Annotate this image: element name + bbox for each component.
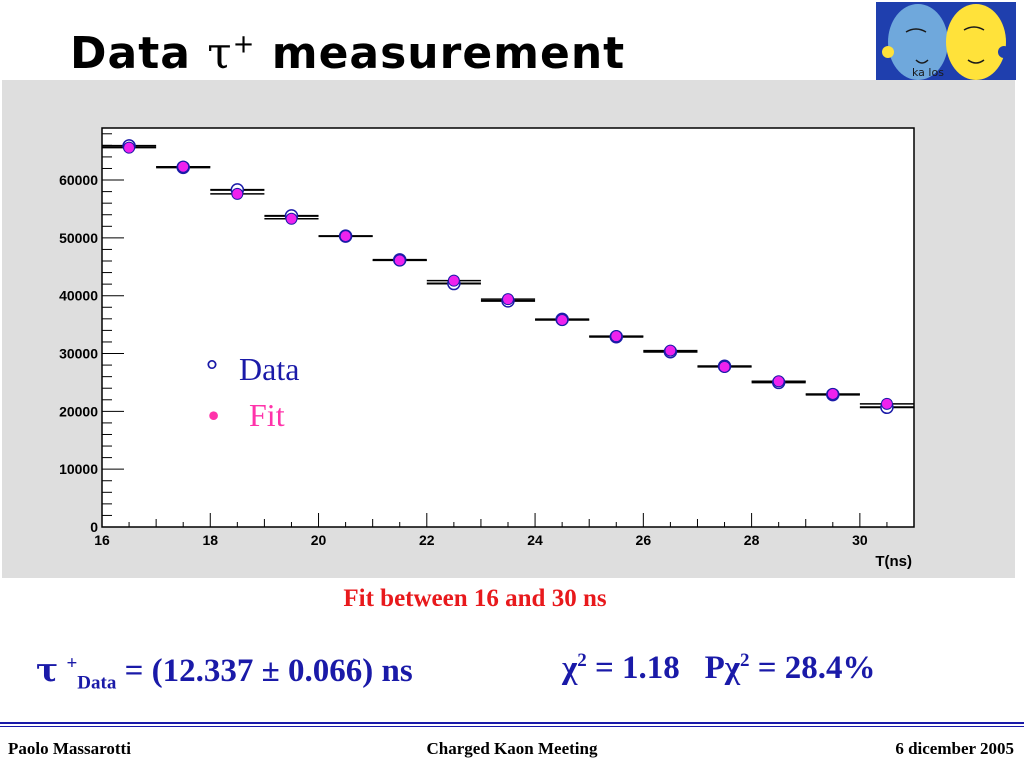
fit-point [339, 230, 352, 243]
logo-dot-left [882, 46, 894, 58]
pchi2-sup: 2 [739, 650, 750, 671]
x-tick-label: 20 [311, 532, 327, 548]
y-tick-label: 40000 [59, 288, 98, 304]
logo-dot-right [998, 46, 1010, 58]
x-tick-label: 16 [94, 532, 110, 548]
legend-label: Fit [249, 397, 285, 433]
logo-face-left [888, 4, 948, 80]
y-tick-label: 60000 [59, 172, 98, 188]
tau-sub: Data [77, 672, 117, 694]
pchi2-prefix: Pχ [704, 650, 740, 686]
y-tick-label: 50000 [59, 230, 98, 246]
x-tick-label: 24 [527, 532, 543, 548]
chi2-sup: 2 [577, 650, 587, 671]
fit-point [664, 344, 677, 357]
footer-meeting: Charged Kaon Meeting [426, 739, 598, 758]
fit-point [718, 360, 731, 373]
logo-lines [905, 26, 985, 64]
logo-face-right [946, 4, 1006, 80]
chi2-symbol: χ [562, 650, 578, 686]
pchi2-value: = 28.4% [749, 650, 876, 686]
kloe-logo: ka los [876, 2, 1016, 80]
chi2-result: χ2 = 1.18 Pχ2 = 28.4% [562, 650, 876, 687]
tau-result: τ +Data = (12.337 ± 0.066) ns [36, 650, 413, 695]
y-tick-label: 0 [90, 519, 98, 535]
x-tick-label: 30 [852, 532, 868, 548]
fit-point [826, 388, 839, 400]
y-tick-label: 30000 [59, 346, 98, 362]
tau-value: = (12.337 ± 0.066) ns [116, 653, 413, 689]
y-tick-label: 10000 [59, 461, 98, 477]
fit-point [285, 212, 298, 225]
footer-author: Paolo Massarotti [8, 739, 131, 758]
footer-divider-thin [0, 726, 1024, 727]
fit-point [393, 254, 406, 267]
fit-range-note: Fit between 16 and 30 ns [343, 585, 607, 612]
title-tau-symbol: τ [207, 28, 233, 79]
footer-divider [0, 722, 1024, 724]
x-axis-label: T(ns) [875, 553, 912, 570]
decay-time-chart: 16 18 20 22 24 26 28 30 T(ns) 0 10000 20000 30000 400… [59, 127, 915, 570]
x-tick-label: 26 [636, 532, 652, 548]
fit-point [502, 293, 514, 306]
plot-frame: 16 18 20 22 24 26 28 30 T(ns) 0 10000 20000 30000 400… [2, 80, 1015, 578]
x-tick-label: 28 [744, 532, 760, 548]
legend-symbol: • [208, 397, 219, 433]
fit-point [610, 330, 623, 343]
logo-text: ka los [912, 66, 944, 79]
fit-point [447, 274, 460, 287]
x-tick-label: 22 [419, 532, 435, 548]
y-tick-label: 20000 [59, 403, 98, 419]
title-sup: + [232, 29, 256, 60]
footer-date: 6 dicember 2005 [895, 739, 1014, 758]
legend-symbol: ° [206, 354, 218, 387]
legend-label: Data [239, 351, 299, 387]
fit-point [556, 313, 569, 326]
tau-sup: + [66, 653, 78, 674]
title-suffix: measurement [255, 28, 626, 79]
page-title: Data τ+ measurement [70, 28, 625, 79]
fit-point [231, 187, 244, 200]
plot-area [101, 127, 915, 528]
x-tick-label: 18 [202, 532, 218, 548]
fit-point [123, 141, 136, 154]
title-prefix: Data [70, 28, 208, 79]
tau-symbol: τ [36, 650, 59, 689]
fit-point [880, 397, 893, 410]
fit-point [772, 375, 785, 388]
chi2-value: = 1.18 [586, 650, 680, 686]
fit-point [177, 160, 190, 173]
